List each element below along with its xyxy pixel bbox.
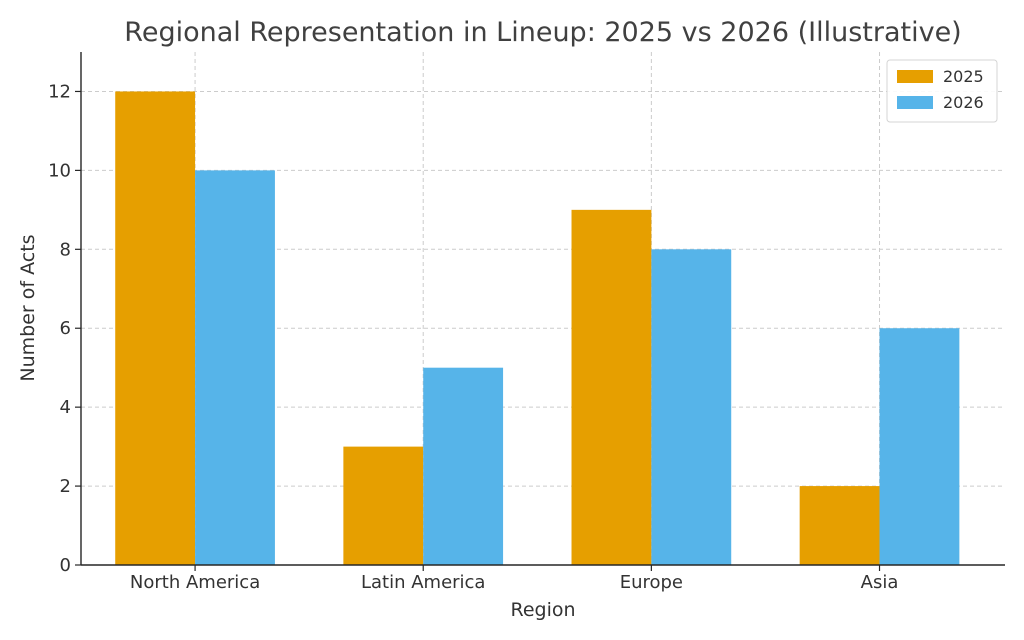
y-tick-label: 6 <box>60 318 71 339</box>
y-tick-label: 4 <box>60 397 71 418</box>
x-tick-label: Asia <box>861 572 899 593</box>
legend-label-2026: 2026 <box>943 93 984 112</box>
axes <box>80 52 1005 566</box>
bar-2026-north-america <box>195 170 275 565</box>
bar-2025-europe <box>571 209 652 565</box>
bar-2026-asia <box>879 328 960 565</box>
y-tick-label: 2 <box>60 476 71 497</box>
bar-2026-latin-america <box>423 367 504 565</box>
bars <box>115 91 960 566</box>
y-tick-label: 10 <box>48 160 71 181</box>
x-tick-label: Europe <box>620 572 683 593</box>
x-tick-label: North America <box>130 572 260 593</box>
chart-title: Regional Representation in Lineup: 2025 … <box>124 17 961 48</box>
bar-2026-europe <box>651 249 732 566</box>
legend-label-2025: 2025 <box>943 67 984 86</box>
x-tick-label: Latin America <box>361 572 486 593</box>
bar-2025-north-america <box>115 91 196 565</box>
bar-2025-latin-america <box>343 446 424 565</box>
legend: 2025 2026 <box>886 59 998 123</box>
bar-2025-asia <box>799 486 880 565</box>
legend-swatch-2025 <box>897 70 933 83</box>
y-tick-label: 0 <box>60 555 71 576</box>
x-axis-label: Region <box>510 599 575 621</box>
y-axis-label: Number of Acts <box>17 234 39 381</box>
legend-swatch-2026 <box>897 96 933 109</box>
y-tick-label: 8 <box>60 239 71 260</box>
tick-labels: 0 2 4 6 8 10 12 North America Latin America Europ… <box>48 81 898 593</box>
y-tick-label: 12 <box>48 81 71 102</box>
